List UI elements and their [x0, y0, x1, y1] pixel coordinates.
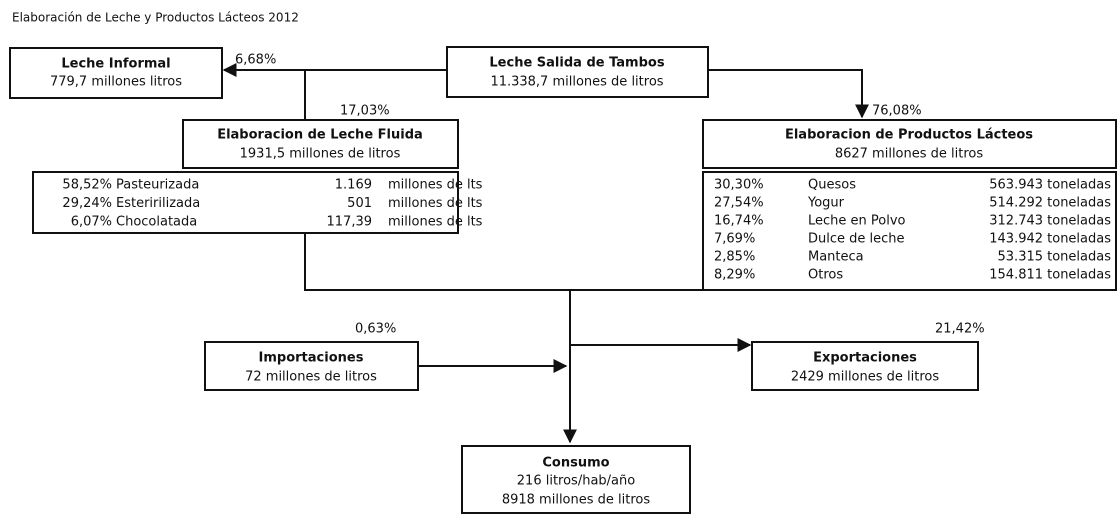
- table-cell: 563.943 toneladas: [989, 178, 1111, 193]
- node-detail: 8627 millones de litros: [835, 147, 984, 162]
- table-cell: millones de lts: [388, 196, 483, 211]
- table-cell: 27,54%: [714, 196, 764, 211]
- node-box: [204, 341, 419, 391]
- title: Elaboración de Leche y Productos Lácteos…: [12, 11, 299, 25]
- table-cell: 2,85%: [714, 250, 755, 265]
- node-title: Leche Salida de Tambos: [489, 56, 664, 71]
- connectors: [222, 63, 869, 444]
- table-cell: Quesos: [808, 178, 856, 193]
- node-detail: 779,7 millones litros: [50, 75, 182, 90]
- node-title: Elaboracion de Productos Lácteos: [785, 128, 1033, 143]
- table-cell: 6,07%: [71, 215, 112, 230]
- table-cell: millones de lts: [388, 215, 483, 230]
- table-cell: 514.292 toneladas: [989, 196, 1111, 211]
- node-title: Exportaciones: [813, 351, 917, 366]
- line: [304, 233, 703, 291]
- table-cell: 501: [347, 196, 372, 211]
- table-cell: 53.315 toneladas: [998, 250, 1112, 265]
- edge-label: 76,08%: [872, 104, 922, 119]
- table-cell: Esteririlizada: [116, 196, 200, 211]
- node-title: Leche Informal: [61, 57, 170, 72]
- table-cell: millones de lts: [388, 178, 483, 193]
- table-cell: 16,74%: [714, 214, 764, 229]
- table-cell: Chocolatada: [116, 215, 197, 230]
- table-cell: 143.942 toneladas: [989, 232, 1111, 247]
- table-cell: 58,52%: [62, 178, 112, 193]
- node-detail: 72 millones de litros: [245, 370, 377, 385]
- table-cell: Otros: [808, 268, 843, 283]
- node-title: Elaboracion de Leche Fluida: [217, 128, 423, 143]
- node-detail: 8918 millones de litros: [502, 493, 651, 508]
- table-box: [32, 171, 459, 234]
- node-box: [446, 46, 709, 98]
- table-cell: 117,39: [327, 215, 373, 230]
- table-cell: 154.811 toneladas: [989, 268, 1111, 283]
- table-cell: 1.169: [335, 178, 372, 193]
- table-cell: 30,30%: [714, 178, 764, 193]
- table-cell: 8,29%: [714, 268, 755, 283]
- node-detail: 11.338,7 millones de litros: [490, 75, 663, 90]
- node-box: [751, 341, 979, 391]
- table-cell: Manteca: [808, 250, 864, 265]
- node-detail: 1931,5 millones de litros: [240, 147, 401, 162]
- node-box: [461, 445, 691, 514]
- table-cell: 7,69%: [714, 232, 755, 247]
- table-cell: Yogur: [807, 196, 845, 211]
- edge-label: 0,63%: [355, 322, 396, 337]
- table-cell: 312.743 toneladas: [989, 214, 1111, 229]
- node-box: [182, 119, 459, 169]
- node-box: [702, 119, 1117, 169]
- node-title: Consumo: [542, 456, 609, 471]
- edge-label: 21,42%: [935, 322, 985, 337]
- node-title: Importaciones: [259, 351, 364, 366]
- node-box: [9, 47, 223, 99]
- edge-label: 17,03%: [340, 104, 390, 119]
- arrow: [708, 69, 869, 119]
- edge-label: 6,68%: [235, 53, 276, 68]
- table-cell: Dulce de leche: [808, 232, 905, 247]
- node-detail: 216 litros/hab/año: [517, 474, 635, 489]
- table-cell: Leche en Polvo: [808, 214, 906, 229]
- node-detail: 2429 millones de litros: [791, 370, 940, 385]
- table-cell: 29,24%: [62, 196, 112, 211]
- table-box: [702, 171, 1117, 291]
- table-cell: Pasteurizada: [116, 178, 199, 193]
